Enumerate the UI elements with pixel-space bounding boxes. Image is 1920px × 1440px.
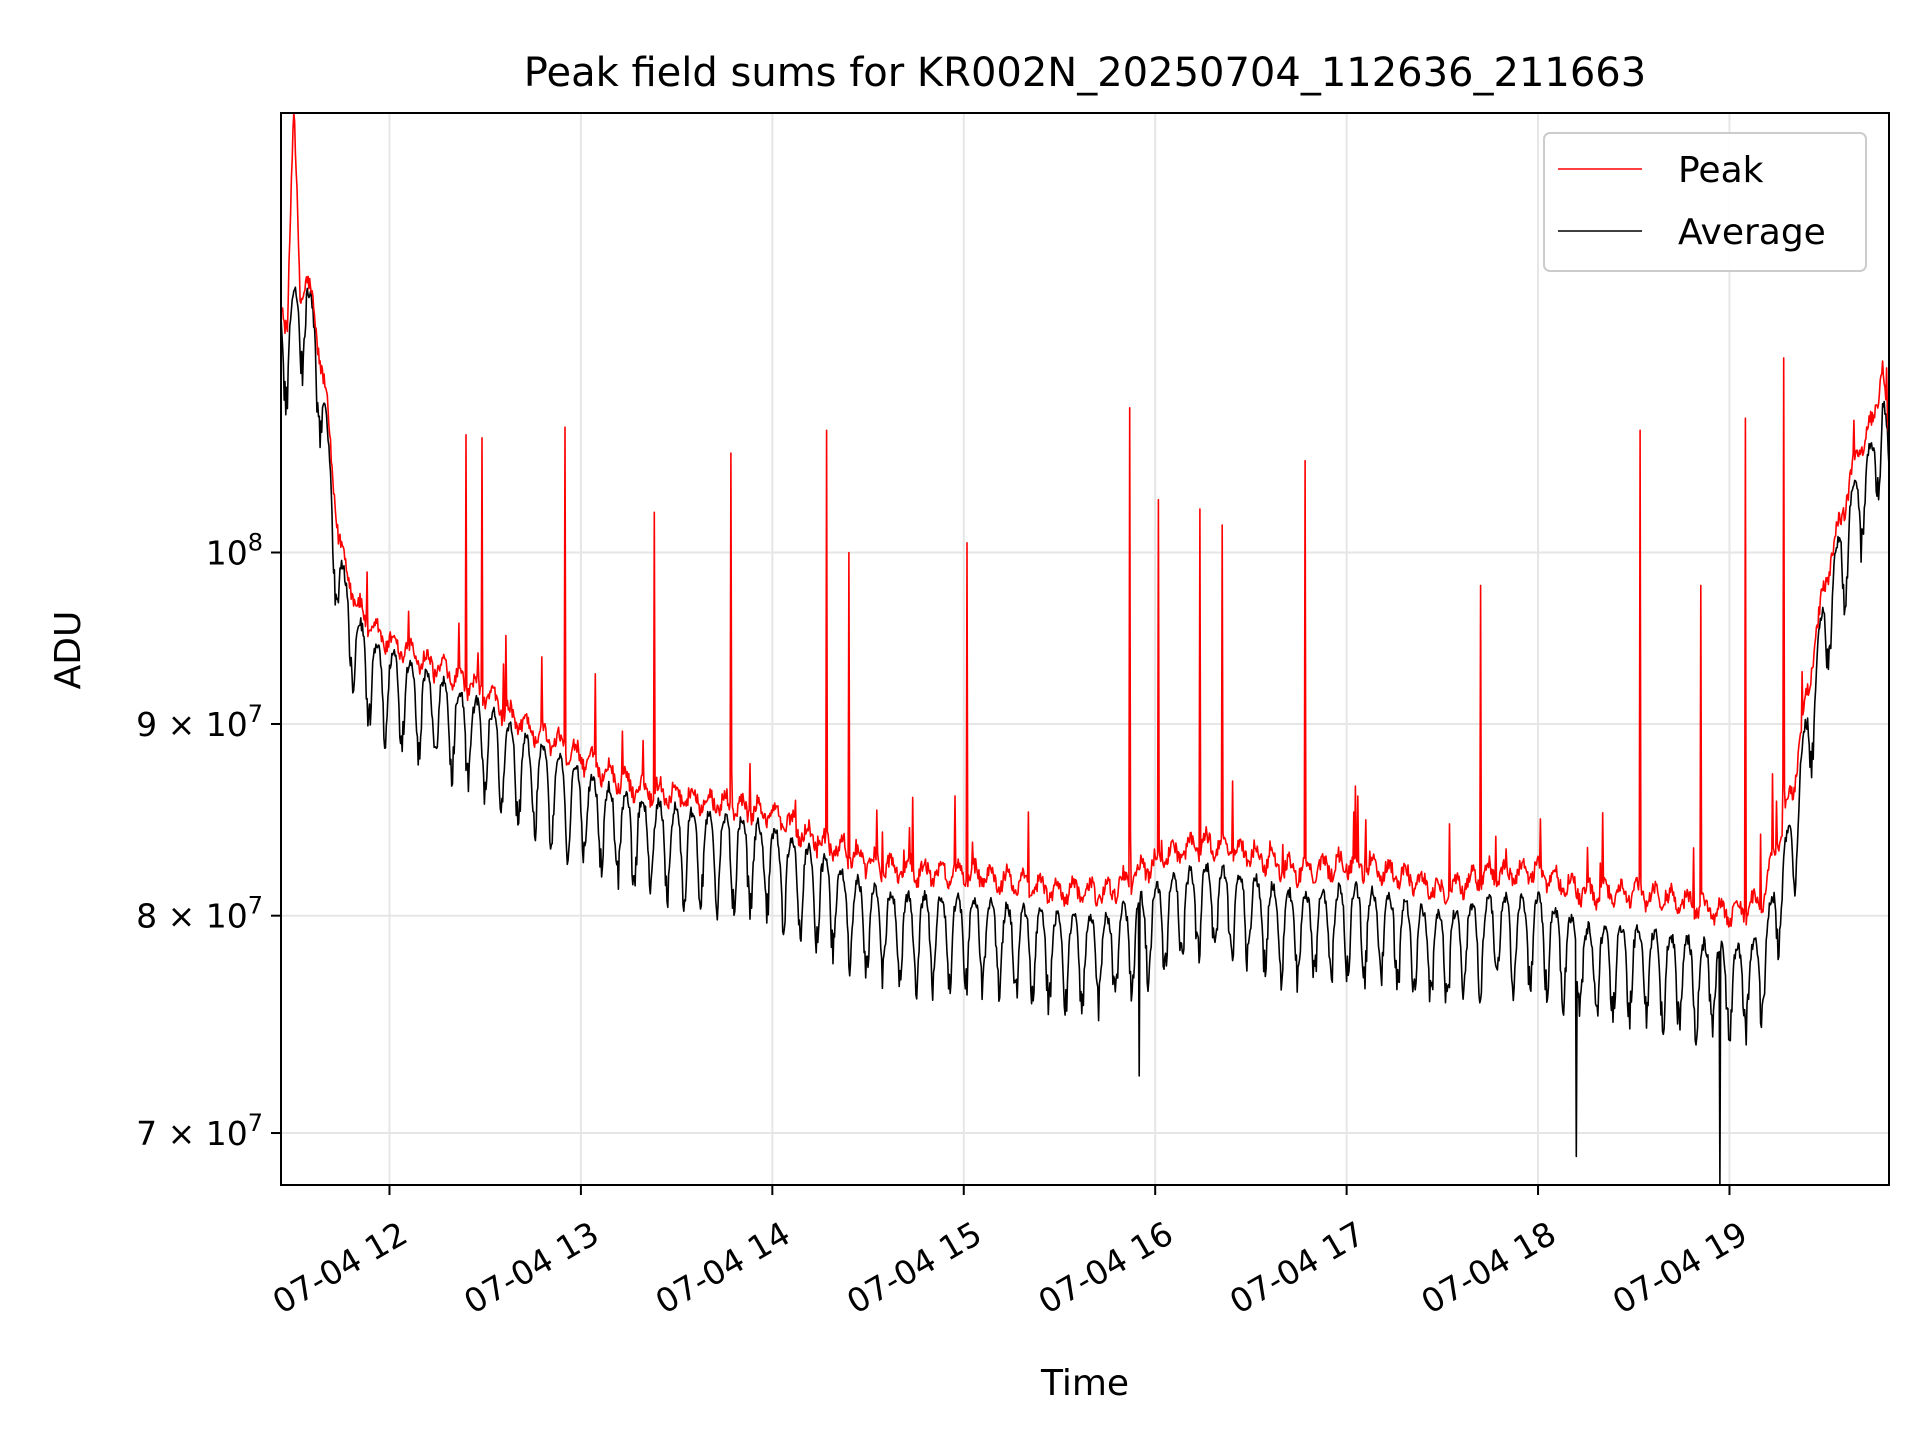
y-axis-label: ADU [48, 611, 89, 690]
plot-frame [280, 112, 1890, 1186]
y-tick-base: 8 × 10 [136, 897, 248, 936]
y-tick-exponent: 7 [248, 700, 263, 728]
y-tick-base: 10 [206, 533, 248, 572]
y-tick-exponent: 8 [248, 528, 263, 556]
y-tick-label: 7 × 107 [136, 1109, 263, 1153]
y-tick-base: 9 × 10 [136, 705, 248, 744]
grid-lines [281, 113, 1889, 1185]
y-tick-label: 8 × 107 [136, 892, 263, 936]
y-tick-exponent: 7 [248, 1109, 263, 1137]
legend-label-peak: Peak [1678, 150, 1764, 191]
legend-box [1543, 132, 1867, 272]
legend-label-average: Average [1678, 212, 1826, 253]
series-layer [281, 113, 1889, 1185]
series-line-peak [281, 113, 1889, 928]
y-tick-label: 9 × 107 [136, 700, 263, 744]
chart-title: Peak field sums for KR002N_20250704_1126… [524, 50, 1646, 96]
y-tick-base: 7 × 10 [136, 1114, 248, 1153]
legend: Peak Average [1543, 132, 1867, 272]
x-axis-label: Time [1040, 1363, 1129, 1404]
series-line-average [281, 286, 1889, 1185]
y-tick-label: 108 [206, 528, 263, 572]
y-tick-exponent: 7 [248, 892, 263, 920]
